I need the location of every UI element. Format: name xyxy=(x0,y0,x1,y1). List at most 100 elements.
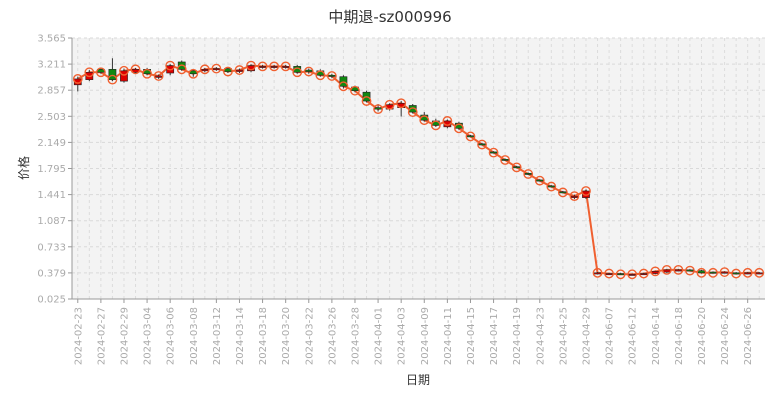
close-point-marker xyxy=(361,96,372,106)
candle-body xyxy=(108,69,117,80)
y-tick-label: 2.857 xyxy=(37,86,66,97)
close-point-marker xyxy=(511,162,522,173)
close-point-marker xyxy=(615,269,626,280)
x-tick-label: 2024-06-14 xyxy=(651,307,662,365)
x-tick-label: 2024-04-11 xyxy=(443,307,454,365)
close-point-marker xyxy=(130,64,141,75)
candle-body xyxy=(235,69,244,72)
y-tick-label: 0.733 xyxy=(37,242,66,253)
close-point-marker xyxy=(84,67,95,78)
close-point-marker xyxy=(742,267,753,278)
close-point-marker xyxy=(500,155,511,165)
candle-body xyxy=(593,272,602,275)
close-point-marker xyxy=(650,266,661,277)
close-point-marker xyxy=(419,115,430,126)
candle-body xyxy=(501,158,510,161)
close-point-marker xyxy=(142,68,152,79)
x-tick-label: 2024-03-14 xyxy=(235,307,246,365)
candle-body xyxy=(535,179,544,182)
x-tick-label: 2024-06-12 xyxy=(628,307,639,365)
close-point-marker xyxy=(199,64,210,75)
close-point-marker xyxy=(685,265,695,276)
candle-body xyxy=(212,68,221,71)
close-point-marker xyxy=(638,268,649,279)
candle-body xyxy=(697,270,706,274)
close-point-marker xyxy=(176,64,187,75)
candle-body xyxy=(558,191,567,194)
close-point-marker xyxy=(315,70,326,81)
x-tick-label: 2024-03-08 xyxy=(189,307,200,365)
candle-body xyxy=(605,273,613,276)
close-point-marker xyxy=(465,131,476,142)
x-tick-label: 2024-06-26 xyxy=(743,307,754,365)
x-tick-label: 2024-03-20 xyxy=(281,307,292,365)
y-tick-label: 3.565 xyxy=(37,34,66,45)
close-point-marker xyxy=(661,264,672,275)
close-point-marker xyxy=(569,191,580,202)
candle-body xyxy=(327,74,336,77)
close-point-marker xyxy=(407,107,418,117)
close-point-marker xyxy=(234,65,245,75)
candle-body xyxy=(478,143,486,146)
y-axis-label: 价格 xyxy=(16,156,31,180)
x-tick-label: 2024-04-17 xyxy=(489,307,500,365)
close-point-marker xyxy=(731,268,742,279)
candle-body xyxy=(720,271,729,274)
x-tick-label: 2024-04-25 xyxy=(558,307,569,365)
candle-body xyxy=(570,195,579,198)
close-point-marker xyxy=(326,71,337,81)
y-tick-label: 2.149 xyxy=(37,138,66,149)
close-point-marker xyxy=(373,104,383,115)
close-point-marker xyxy=(534,175,545,186)
candle-body xyxy=(524,172,533,175)
grid xyxy=(72,37,765,300)
y-tick-label: 0.025 xyxy=(37,295,66,306)
close-point-marker xyxy=(696,267,707,278)
candle-body xyxy=(709,271,717,274)
candle-body xyxy=(662,269,671,273)
x-tick-label: 2024-04-29 xyxy=(581,307,592,365)
close-point-marker xyxy=(211,63,222,74)
candle-body xyxy=(489,151,498,154)
y-tick-label: 0.379 xyxy=(37,268,66,279)
close-point-marker xyxy=(442,116,453,126)
y-tick-label: 1.441 xyxy=(37,190,66,201)
candle-body xyxy=(466,135,475,138)
close-point-marker xyxy=(153,71,164,81)
close-point-marker xyxy=(165,60,176,71)
x-axis-label: 日期 xyxy=(406,373,430,387)
close-point-marker xyxy=(223,66,233,77)
x-tick-label: 2024-03-28 xyxy=(350,307,361,365)
x-tick-label: 2024-02-29 xyxy=(119,307,130,365)
candle-body xyxy=(628,274,637,276)
y-tick-label: 3.211 xyxy=(37,60,66,71)
close-point-marker xyxy=(523,169,534,179)
chart-title: 中期退-sz000996 xyxy=(328,8,451,26)
close-point-marker xyxy=(546,181,557,192)
close-point-marker xyxy=(338,81,349,92)
close-point-marker xyxy=(396,98,407,109)
close-point-marker xyxy=(350,85,360,96)
y-tick-label: 1.087 xyxy=(37,216,66,227)
close-point-marker xyxy=(119,65,129,76)
close-point-marker xyxy=(557,187,568,198)
candle-body xyxy=(743,272,752,275)
x-tick-label: 2024-02-23 xyxy=(73,307,84,365)
close-point-marker xyxy=(72,74,83,84)
candle-body xyxy=(270,66,279,68)
y-axis: 3.565 3.211 2.857 2.503 2.149 1.795 1.441 1.087… xyxy=(37,34,73,306)
y-tick-label: 2.503 xyxy=(37,112,66,123)
x-tick-label: 2024-03-22 xyxy=(304,307,315,365)
candle-body xyxy=(755,272,764,275)
close-point-marker xyxy=(627,269,638,280)
close-point-marker xyxy=(604,268,614,279)
candles-series xyxy=(72,58,765,280)
candle-body xyxy=(639,273,648,276)
x-tick-label: 2024-03-04 xyxy=(143,307,154,365)
close-point-marker xyxy=(477,139,487,150)
close-point-marker xyxy=(188,68,199,79)
x-tick-label: 2024-04-19 xyxy=(512,307,523,365)
candle-body xyxy=(154,75,163,78)
